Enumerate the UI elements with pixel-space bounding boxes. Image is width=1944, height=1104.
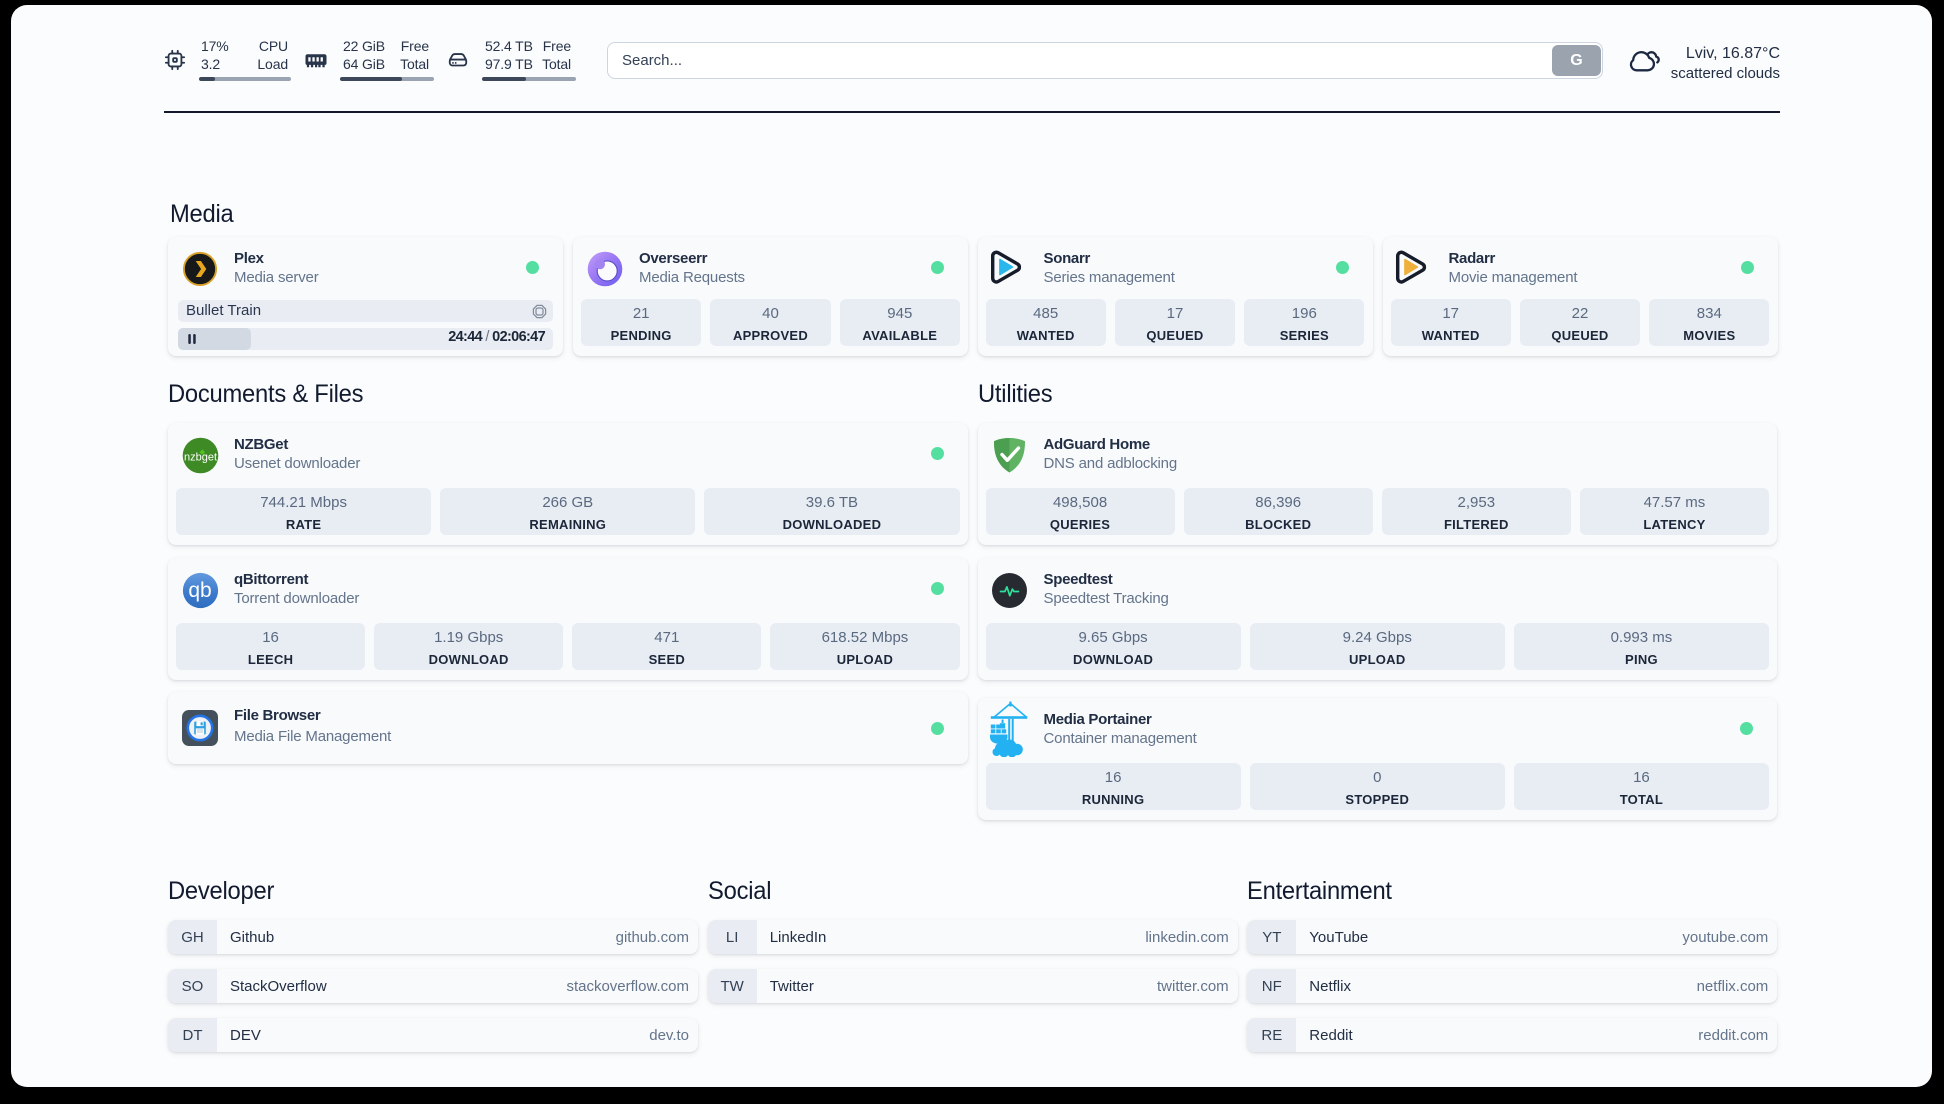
- svg-text:nzbget: nzbget: [183, 451, 216, 463]
- svg-text:qb: qb: [188, 579, 211, 602]
